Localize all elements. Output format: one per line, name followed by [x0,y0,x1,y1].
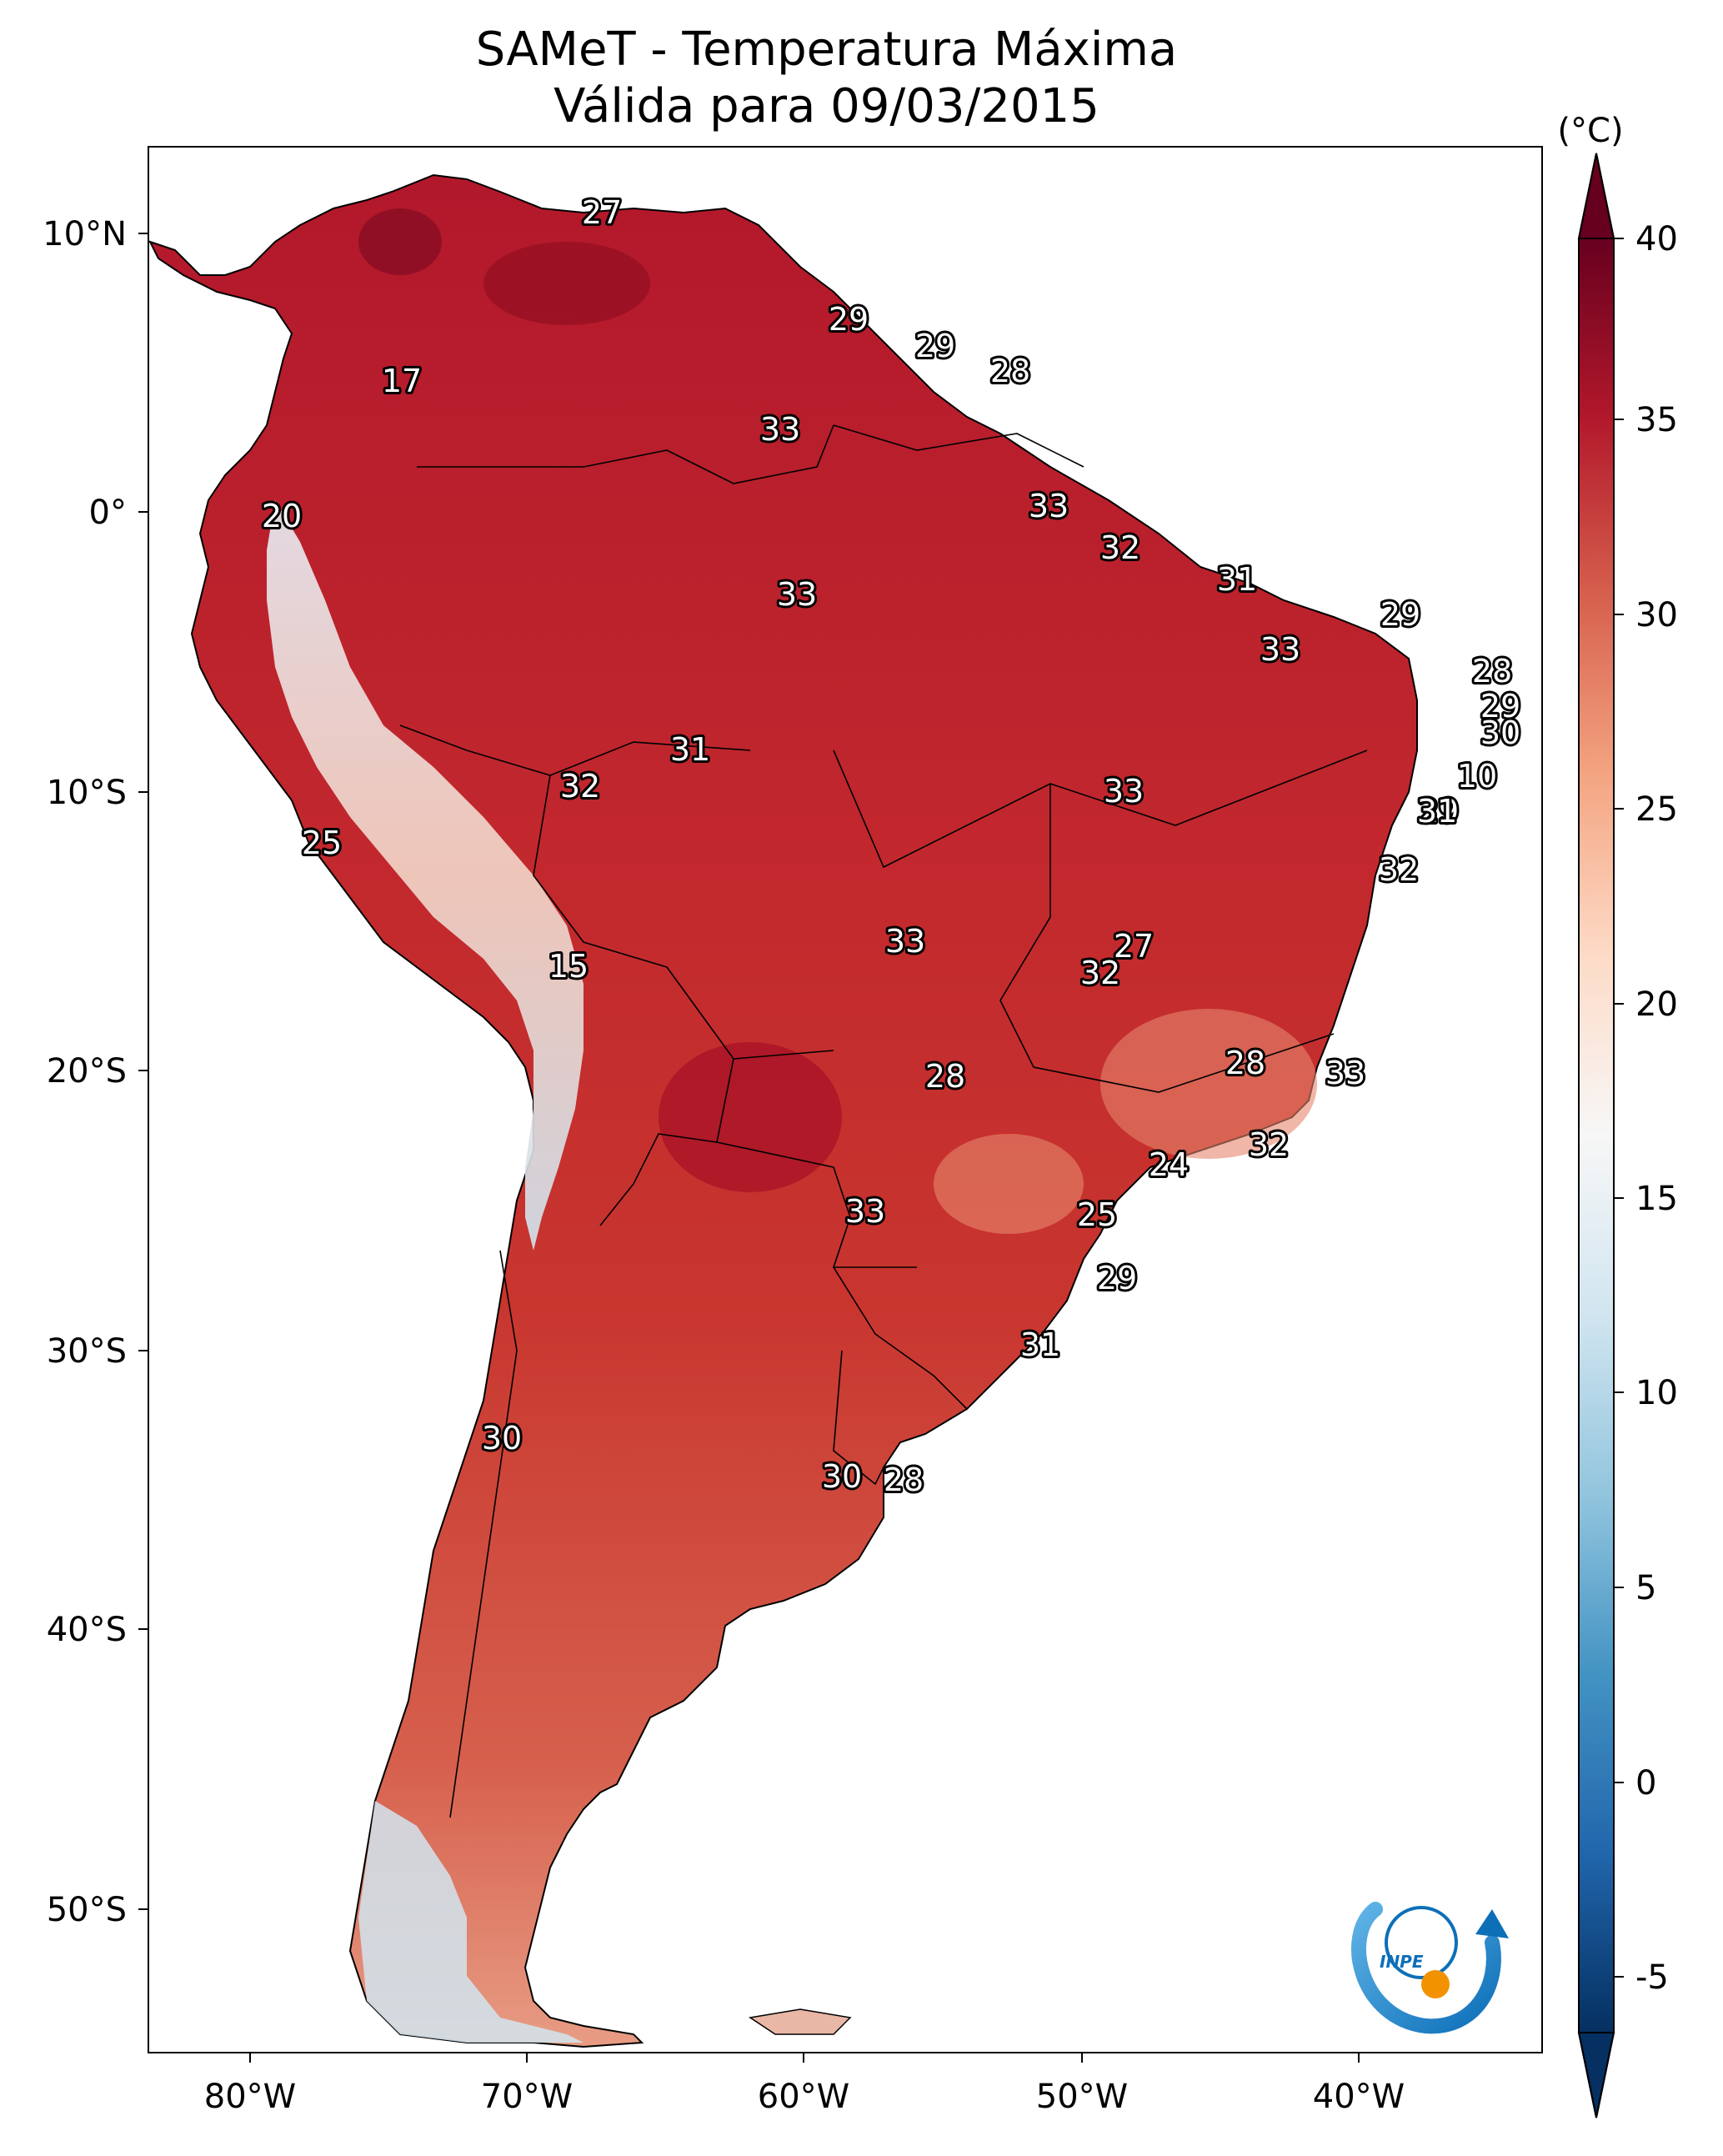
contour-label: 25 [1077,1196,1117,1233]
contour-label: 27 [1114,928,1154,965]
contour-label: 33 [1260,631,1300,668]
colorbar-scale [1579,238,1614,2033]
contour-label: 28 [990,353,1030,389]
contour-label: 33 [1029,488,1069,524]
colorbar-tick-label: 25 [1635,790,1678,829]
contour-label: 33 [885,923,925,960]
contour-label: 31 [1217,561,1257,598]
lat-label-10s: 10°S [47,774,127,812]
contour-label: 28 [925,1058,965,1095]
warm-area-parana [934,1134,1084,1234]
colorbar-max-extension [1577,153,1615,239]
contour-label: 10 [1457,758,1497,795]
contour-label: 17 [382,363,422,399]
contour-label: 33 [760,411,800,448]
hot-area-chaco [659,1042,842,1192]
lon-label-70w: 70°W [481,2078,573,2116]
inpe-logo-icon: INPE [1351,1902,1509,2034]
colorbar-min-extension [1577,2032,1615,2118]
contour-label: 30 [482,1420,522,1457]
contour-label: 25 [302,825,342,861]
lon-label-50w: 50°W [1036,2078,1128,2116]
map-title: SAMeT - Temperatura Máxima [475,23,1178,77]
contour-label: 31 [670,731,710,768]
lat-label-0: 0° [89,494,127,532]
lat-label-50s: 50°S [47,1891,127,1929]
lat-label-40s: 40°S [47,1611,127,1649]
colorbar-tick-label: 15 [1635,1180,1678,1218]
contour-label: 27 [582,194,622,231]
colorbar-tick-label: -5 [1635,1958,1669,1997]
colorbar-tick-label: 10 [1635,1374,1678,1412]
contour-label: 32 [1080,955,1120,991]
latitude-axis: 10°N 0° 10°S 20°S 30°S 40°S 50°S [43,215,148,1929]
contour-label: 32 [560,768,600,805]
contour-label: 29 [829,301,869,338]
contour-label: 28 [1472,653,1512,689]
lon-label-80w: 80°W [204,2078,296,2116]
hot-area-venezuela [483,242,650,325]
contour-label: 29 [915,328,955,364]
contour-label: 32 [1249,1126,1289,1163]
contour-label: 31 [1020,1326,1060,1363]
contour-label: 28 [884,1462,924,1498]
andes-cool-band [267,500,584,1251]
colorbar-tick-label: 20 [1635,985,1678,1024]
contour-label: 33 [1104,773,1144,810]
contour-label: 29 [1480,688,1520,725]
colorbar-tick-label: 40 [1635,220,1678,258]
contour-label: 28 [1225,1045,1265,1081]
contour-label: 29 [1380,596,1420,633]
contour-labels: 27 29 29 28 17 33 20 33 33 32 31 29 33 2… [259,192,1523,1501]
colorbar-tick-label: 35 [1635,401,1678,439]
contour-label: 33 [1325,1055,1365,1091]
contour-label: 29 [1097,1260,1137,1296]
warm-area-minas [1100,1009,1317,1159]
falkland-islands [749,2008,852,2035]
country-borders [399,424,1368,1818]
map-subtitle: Válida para 09/03/2015 [553,79,1099,133]
contour-label: 29 [1419,793,1459,830]
contour-label: 20 [262,498,302,534]
contour-label: 33 [777,576,817,613]
contour-label: 31 [1417,793,1457,830]
hot-area-colombia [358,208,442,275]
contour-label: 15 [548,948,589,985]
contour-label: 33 [845,1193,885,1230]
colorbar: (°C) 40 35 30 25 20 15 10 5 0 -5 [1557,112,1678,2118]
colorbar-tick-label: 30 [1635,596,1678,634]
colorbar-ticks: 40 35 30 25 20 15 10 5 0 -5 [1614,220,1678,1997]
longitude-axis: 80°W 70°W 60°W 50°W 40°W [204,2053,1405,2116]
lat-label-30s: 30°S [47,1332,127,1371]
contour-label: 32 [1379,851,1419,888]
colorbar-unit-label: (°C) [1557,112,1623,150]
lon-label-60w: 60°W [758,2078,849,2116]
inpe-logo-text: INPE [1380,1952,1424,1972]
colorbar-tick-label: 5 [1635,1569,1656,1607]
patagonia-cool-area [358,1801,584,2043]
contour-label: 30 [1480,714,1520,751]
lon-label-40w: 40°W [1313,2078,1405,2116]
lat-label-10n: 10°N [43,215,127,253]
lat-label-20s: 20°S [47,1052,127,1091]
contour-label: 24 [1149,1146,1189,1183]
contour-label: 30 [822,1458,862,1495]
contour-label: 32 [1100,529,1140,566]
colorbar-tick-label: 0 [1635,1764,1656,1803]
